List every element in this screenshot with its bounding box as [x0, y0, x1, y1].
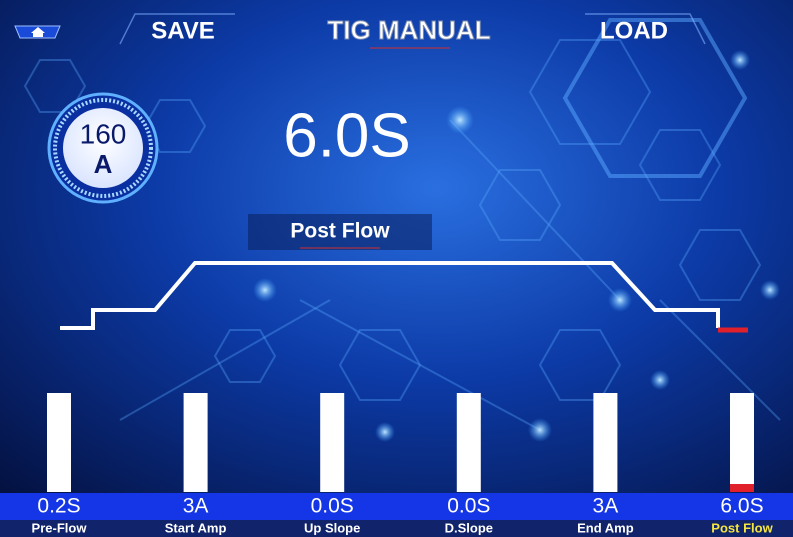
- label-band: [0, 520, 793, 537]
- parameter-value: 6.0S: [720, 495, 763, 518]
- parameter-slider[interactable]: [457, 393, 481, 492]
- slider-selected-level: [730, 484, 754, 492]
- parameter-label[interactable]: End Amp: [577, 520, 634, 535]
- screen-title: TIG MANUAL: [327, 15, 490, 45]
- save-button[interactable]: SAVE: [151, 17, 215, 44]
- value-band: [0, 493, 793, 520]
- parameter-slider[interactable]: [320, 393, 344, 492]
- parameter-label[interactable]: Start Amp: [165, 520, 227, 535]
- parameter-value: 0.0S: [311, 495, 354, 518]
- parameter-slider[interactable]: [593, 393, 617, 492]
- current-gauge: 160 A: [49, 94, 157, 202]
- parameter-label[interactable]: Post Flow: [711, 520, 773, 535]
- parameter-value: 3A: [183, 495, 209, 518]
- parameter-slider[interactable]: [730, 393, 754, 492]
- parameter-value: 0.2S: [37, 495, 80, 518]
- parameter-value: 3A: [593, 495, 619, 518]
- load-button[interactable]: LOAD: [600, 17, 668, 44]
- parameter-value: 0.0S: [447, 495, 490, 518]
- parameter-label[interactable]: D.Slope: [445, 520, 493, 535]
- selected-label: Post Flow: [290, 220, 390, 243]
- selected-value: 6.0S: [283, 101, 411, 170]
- parameter-label[interactable]: Pre-Flow: [32, 520, 88, 535]
- parameter-slider[interactable]: [47, 393, 71, 492]
- gauge-value: 160: [80, 118, 127, 149]
- parameter-slider[interactable]: [184, 393, 208, 492]
- background: [0, 0, 793, 537]
- gauge-unit: A: [94, 149, 113, 179]
- parameter-label[interactable]: Up Slope: [304, 520, 360, 535]
- welder-screen: SAVE TIG MANUAL LOAD 160 A 6.0S Post Flo…: [0, 0, 793, 537]
